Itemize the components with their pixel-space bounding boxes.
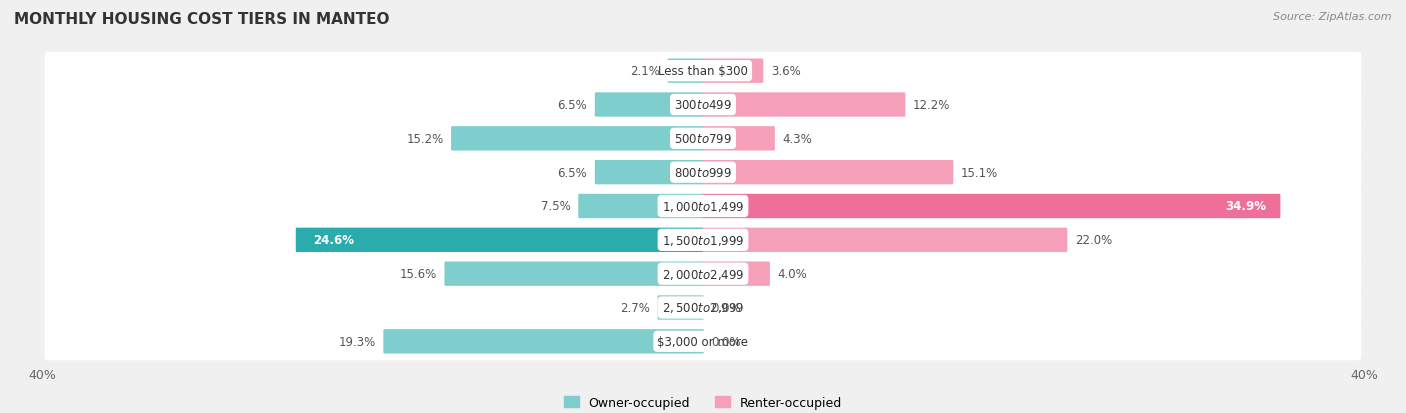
Text: 0.0%: 0.0%	[711, 335, 741, 348]
Text: $500 to $799: $500 to $799	[673, 133, 733, 145]
FancyBboxPatch shape	[384, 329, 704, 354]
Text: 15.1%: 15.1%	[960, 166, 998, 179]
Text: MONTHLY HOUSING COST TIERS IN MANTEO: MONTHLY HOUSING COST TIERS IN MANTEO	[14, 12, 389, 27]
Text: 3.6%: 3.6%	[770, 65, 800, 78]
Text: $2,000 to $2,499: $2,000 to $2,499	[662, 267, 744, 281]
FancyBboxPatch shape	[578, 195, 704, 218]
FancyBboxPatch shape	[451, 127, 704, 151]
Text: 2.7%: 2.7%	[620, 301, 650, 314]
FancyBboxPatch shape	[702, 59, 763, 84]
Text: 15.2%: 15.2%	[406, 133, 444, 145]
Text: $2,500 to $2,999: $2,500 to $2,999	[662, 301, 744, 315]
FancyBboxPatch shape	[595, 161, 704, 185]
Text: 22.0%: 22.0%	[1074, 234, 1112, 247]
FancyBboxPatch shape	[45, 188, 1361, 225]
Text: $3,000 or more: $3,000 or more	[658, 335, 748, 348]
Legend: Owner-occupied, Renter-occupied: Owner-occupied, Renter-occupied	[558, 391, 848, 413]
FancyBboxPatch shape	[45, 323, 1361, 361]
Text: 0.0%: 0.0%	[711, 301, 741, 314]
FancyBboxPatch shape	[702, 228, 1067, 252]
FancyBboxPatch shape	[595, 93, 704, 117]
Text: 19.3%: 19.3%	[339, 335, 375, 348]
Text: $800 to $999: $800 to $999	[673, 166, 733, 179]
Text: 2.1%: 2.1%	[630, 65, 659, 78]
FancyBboxPatch shape	[702, 127, 775, 151]
FancyBboxPatch shape	[702, 161, 953, 185]
Text: 34.9%: 34.9%	[1226, 200, 1267, 213]
FancyBboxPatch shape	[295, 228, 704, 252]
Text: 15.6%: 15.6%	[399, 268, 437, 280]
FancyBboxPatch shape	[45, 120, 1361, 158]
FancyBboxPatch shape	[668, 59, 704, 84]
Text: 6.5%: 6.5%	[558, 166, 588, 179]
FancyBboxPatch shape	[45, 52, 1361, 90]
FancyBboxPatch shape	[45, 221, 1361, 259]
Text: $1,000 to $1,499: $1,000 to $1,499	[662, 199, 744, 214]
Text: 12.2%: 12.2%	[912, 99, 950, 112]
FancyBboxPatch shape	[45, 154, 1361, 192]
Text: 4.0%: 4.0%	[778, 268, 807, 280]
Text: Source: ZipAtlas.com: Source: ZipAtlas.com	[1274, 12, 1392, 22]
Text: Less than $300: Less than $300	[658, 65, 748, 78]
Text: $300 to $499: $300 to $499	[673, 99, 733, 112]
FancyBboxPatch shape	[45, 255, 1361, 293]
FancyBboxPatch shape	[702, 93, 905, 117]
Text: $1,500 to $1,999: $1,500 to $1,999	[662, 233, 744, 247]
FancyBboxPatch shape	[702, 262, 770, 286]
Text: 7.5%: 7.5%	[541, 200, 571, 213]
Text: 4.3%: 4.3%	[782, 133, 813, 145]
FancyBboxPatch shape	[444, 262, 704, 286]
FancyBboxPatch shape	[658, 296, 704, 320]
Text: 24.6%: 24.6%	[314, 234, 354, 247]
FancyBboxPatch shape	[45, 289, 1361, 327]
FancyBboxPatch shape	[45, 86, 1361, 124]
Text: 6.5%: 6.5%	[558, 99, 588, 112]
FancyBboxPatch shape	[702, 195, 1281, 218]
